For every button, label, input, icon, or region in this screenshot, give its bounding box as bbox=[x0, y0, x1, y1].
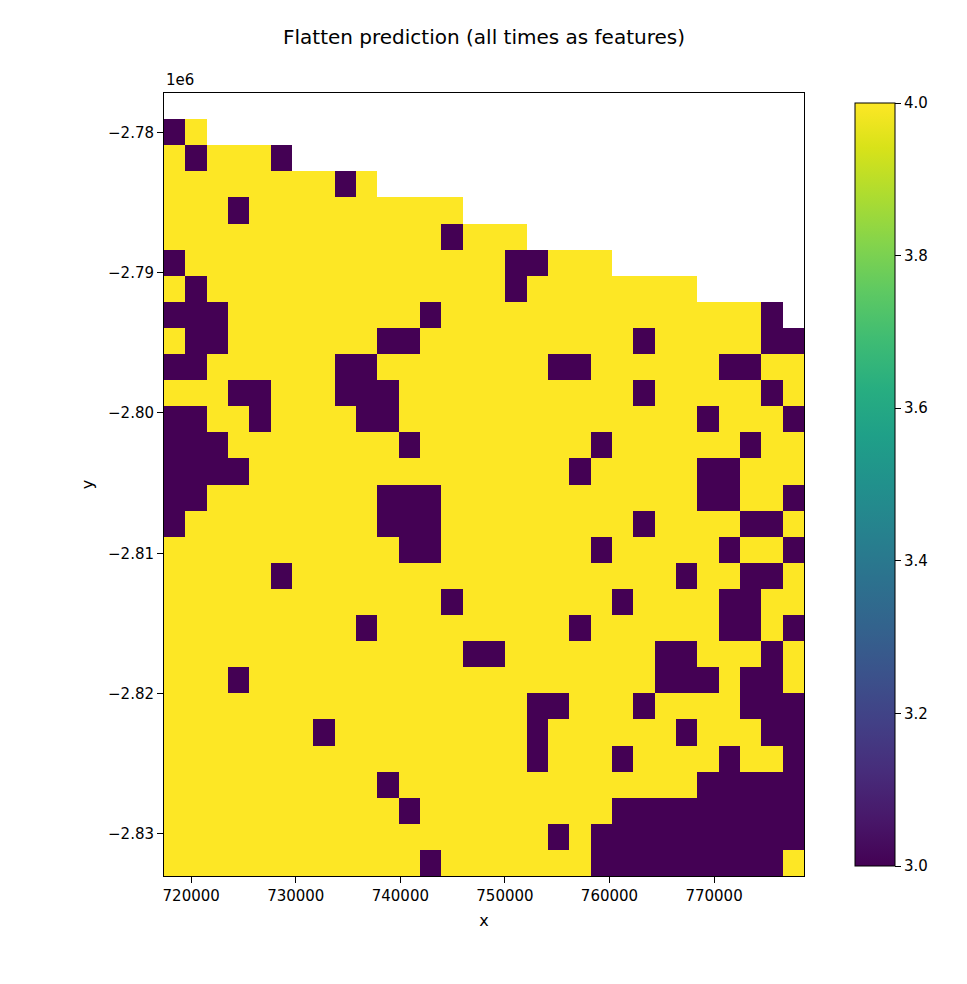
svg-text:3.2: 3.2 bbox=[904, 705, 928, 723]
svg-text:760000: 760000 bbox=[581, 887, 638, 905]
svg-text:3.6: 3.6 bbox=[904, 399, 928, 417]
svg-text:1e6: 1e6 bbox=[166, 71, 194, 89]
svg-text:Flatten prediction (all times: Flatten prediction (all times as feature… bbox=[283, 25, 685, 49]
svg-text:4.0: 4.0 bbox=[904, 94, 928, 112]
svg-text:730000: 730000 bbox=[267, 887, 324, 905]
svg-text:720000: 720000 bbox=[163, 887, 220, 905]
svg-text:3.8: 3.8 bbox=[904, 247, 928, 265]
svg-text:770000: 770000 bbox=[685, 887, 742, 905]
svg-text:3.4: 3.4 bbox=[904, 552, 928, 570]
svg-text:740000: 740000 bbox=[372, 887, 429, 905]
svg-text:−2.80: −2.80 bbox=[108, 404, 154, 422]
svg-text:−2.81: −2.81 bbox=[108, 545, 154, 563]
svg-text:y: y bbox=[78, 480, 97, 489]
svg-text:750000: 750000 bbox=[476, 887, 533, 905]
svg-text:3.0: 3.0 bbox=[904, 857, 928, 875]
svg-text:−2.79: −2.79 bbox=[108, 264, 154, 282]
svg-text:−2.83: −2.83 bbox=[108, 825, 154, 843]
svg-text:−2.78: −2.78 bbox=[108, 124, 154, 142]
svg-text:−2.82: −2.82 bbox=[108, 685, 154, 703]
svg-text:x: x bbox=[479, 911, 488, 930]
